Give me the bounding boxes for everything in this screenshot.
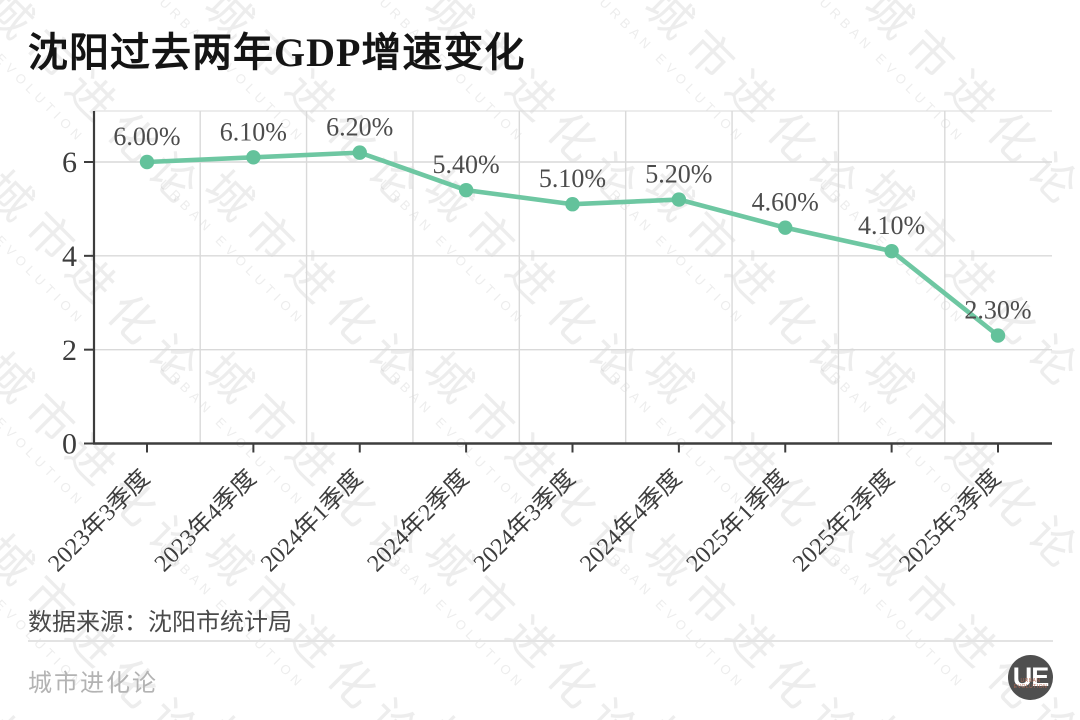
data-point-label: 4.10%	[858, 211, 925, 240]
data-point	[139, 154, 155, 170]
data-point-label: 5.40%	[433, 150, 500, 179]
data-point	[990, 328, 1006, 343]
x-tick-label: 2025年2季度	[787, 465, 899, 577]
ue-logo: UE URBAN EVOLUTION	[1008, 655, 1053, 700]
data-point	[246, 150, 261, 165]
x-tick-label: 2024年1季度	[256, 465, 368, 577]
x-tick-label: 2024年2季度	[362, 465, 474, 577]
data-point-label: 6.20%	[326, 113, 393, 142]
y-tick-label: 4	[62, 240, 77, 273]
data-point-label: 4.60%	[752, 188, 819, 217]
footer-brand: 城市进化论	[28, 671, 158, 697]
x-tick-label: 2023年3季度	[43, 465, 155, 577]
chart-title: 沈阳过去两年GDP增速变化	[28, 30, 526, 75]
gdp-line-chart: 0 2 4 6 2023年3季度 2023年4季度 2024年1季度 2024年2季度 2024…	[43, 110, 1052, 577]
data-point	[458, 182, 474, 198]
data-point-label: 2.30%	[964, 296, 1031, 325]
x-tick-label: 2023年4季度	[149, 465, 261, 577]
footer-divider	[28, 640, 1053, 642]
x-tick-label: 2024年4季度	[575, 465, 687, 577]
ue-logo-subtext: URBAN EVOLUTION	[1013, 678, 1048, 690]
data-point-label: 6.10%	[220, 117, 287, 146]
source-note: 数据来源：沈阳市统计局	[28, 610, 292, 636]
x-tick-label: 2025年3季度	[894, 465, 1006, 577]
ue-logo-text: UE	[1012, 662, 1050, 692]
data-point-label: 5.10%	[539, 164, 606, 193]
data-point	[352, 145, 367, 160]
data-point	[565, 197, 580, 212]
data-point-label: 5.20%	[645, 160, 712, 189]
data-point	[778, 220, 793, 235]
y-tick-label: 2	[62, 334, 77, 367]
x-tick-label: 2024年3季度	[468, 465, 580, 577]
y-tick-label: 6	[62, 146, 77, 179]
y-tick-label: 0	[62, 428, 77, 461]
chart-canvas: 02462023年3季度2023年4季度2024年1季度2024年2季度2024…	[43, 110, 1052, 577]
x-tick-label: 2025年1季度	[681, 465, 793, 577]
data-point	[884, 243, 899, 259]
data-point-label: 6.00%	[113, 122, 180, 151]
data-point	[671, 192, 687, 207]
